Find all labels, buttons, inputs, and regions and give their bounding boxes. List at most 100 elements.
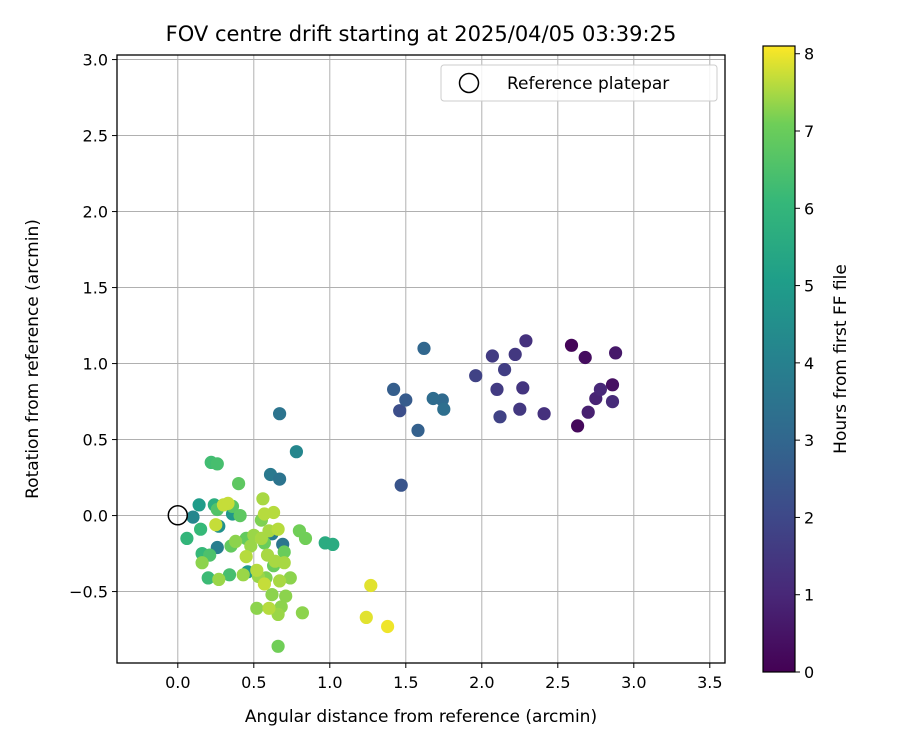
data-point: [394, 478, 408, 492]
data-point: [605, 395, 620, 409]
colorbar-tick-label: 0: [804, 663, 814, 682]
data-point: [437, 402, 451, 416]
data-point: [493, 410, 507, 424]
data-point: [513, 402, 527, 416]
data-point: [221, 496, 235, 510]
data-point: [256, 492, 270, 506]
data-point: [232, 477, 246, 491]
x-tick-label: 3.0: [621, 673, 646, 692]
x-axis-ticks: 0.0 0.5 1.0 1.5 2.0 2.5 3.0 3.5: [165, 663, 723, 692]
colorbar-tick-label: 6: [804, 199, 814, 218]
data-point: [212, 572, 226, 587]
data-point: [194, 522, 208, 536]
y-axis-label: Rotation from reference (arcmin): [23, 219, 43, 499]
data-point: [271, 522, 285, 536]
data-point: [279, 589, 293, 603]
data-point: [233, 508, 247, 523]
data-point: [609, 346, 623, 360]
data-point: [267, 505, 281, 520]
data-point: [195, 556, 209, 570]
data-point: [210, 457, 224, 471]
data-point: [289, 445, 303, 459]
x-tick-label: 0.5: [241, 673, 266, 692]
colorbar-tick-label: 2: [804, 508, 814, 527]
data-point: [292, 524, 306, 538]
data-point: [273, 574, 287, 588]
data-point: [186, 510, 200, 524]
legend-entry-reference: Reference platepar: [507, 74, 669, 94]
y-axis-ticks: −0.5 0.0 0.5 1.0 1.5 2.0 2.5 3.0: [69, 51, 117, 602]
data-point: [192, 498, 206, 512]
plot-frame: [116, 54, 726, 664]
data-point: [364, 578, 378, 593]
data-point: [387, 382, 401, 396]
data-point: [571, 419, 585, 433]
colorbar-label: Hours from first FF file: [831, 264, 851, 454]
y-tick-label: 1.0: [83, 355, 108, 374]
colorbar-tick-label: 3: [804, 431, 814, 450]
data-point: [516, 381, 530, 395]
legend-marker-icon: [458, 72, 480, 94]
data-point: [201, 571, 215, 585]
data-point: [265, 588, 279, 602]
data-point: [564, 338, 579, 352]
data-point: [581, 405, 595, 419]
data-point: [326, 537, 340, 552]
legend-box: [440, 64, 718, 102]
x-tick-label: 3.5: [697, 673, 722, 692]
data-point: [271, 639, 285, 653]
grid-lines: [117, 55, 725, 663]
data-point: [393, 404, 407, 418]
data-point: [469, 369, 483, 383]
data-point: [277, 545, 291, 559]
x-axis-label: Angular distance from reference (arcmin): [245, 707, 597, 727]
y-tick-label: 2.5: [83, 127, 108, 146]
data-point: [537, 407, 551, 421]
y-tick-label: 3.0: [83, 51, 108, 70]
y-tick-label: 0.0: [83, 507, 108, 526]
x-tick-label: 1.0: [317, 673, 342, 692]
data-point: [236, 568, 250, 582]
data-point: [593, 382, 608, 396]
colorbar-tick-label: 8: [804, 45, 814, 64]
data-point: [578, 350, 592, 365]
data-points: [180, 334, 623, 653]
reference-platepar-marker: [167, 505, 189, 526]
data-point: [605, 378, 620, 392]
data-point: [283, 571, 297, 585]
data-point: [411, 423, 425, 437]
x-tick-label: 0.0: [165, 673, 190, 692]
legend: Reference platepar: [440, 64, 718, 102]
data-point: [508, 347, 522, 361]
data-point: [381, 619, 395, 634]
data-point: [277, 556, 291, 570]
data-point: [295, 606, 309, 620]
data-point: [273, 407, 287, 421]
y-tick-label: 0.5: [83, 431, 108, 450]
data-point: [426, 391, 440, 406]
colorbar-tick-label: 1: [804, 586, 814, 605]
data-point: [485, 349, 499, 363]
y-tick-label: 2.0: [83, 203, 108, 222]
data-point: [222, 568, 237, 582]
colorbar: 0 1 2 3 4 5 6 7 8 Hours from first FF file: [762, 45, 851, 682]
data-point: [490, 382, 504, 396]
data-point: [399, 393, 413, 407]
data-point: [417, 341, 431, 355]
data-point: [244, 539, 258, 553]
data-point: [262, 601, 276, 615]
colorbar-gradient: [762, 45, 796, 673]
data-point: [250, 601, 264, 615]
data-point: [257, 577, 271, 591]
y-tick-label: 1.5: [83, 279, 108, 298]
x-tick-label: 2.5: [545, 673, 570, 692]
data-point: [250, 563, 264, 577]
data-point: [239, 550, 253, 564]
data-point: [519, 334, 533, 348]
data-point: [498, 363, 512, 377]
x-tick-label: 1.5: [393, 673, 418, 692]
data-point: [229, 534, 243, 549]
data-point: [209, 518, 223, 532]
y-tick-label: −0.5: [69, 583, 108, 602]
colorbar-ticks: 0 1 2 3 4 5 6 7 8: [795, 45, 814, 682]
